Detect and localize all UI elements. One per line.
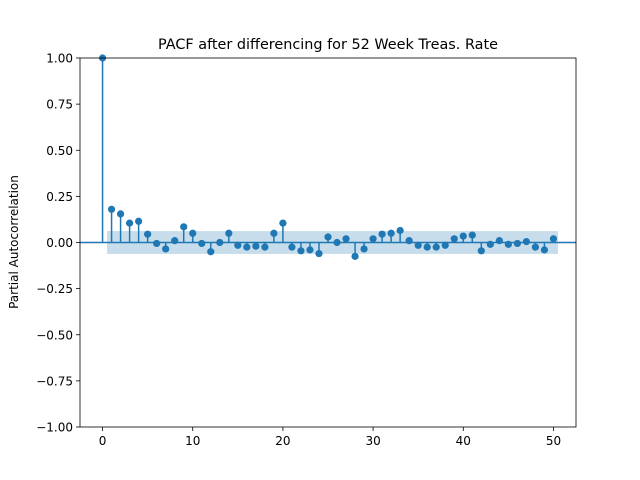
y-tick-label: 1.00 — [46, 52, 73, 66]
data-point — [306, 246, 314, 254]
data-point — [360, 245, 368, 253]
x-tick-label: 40 — [456, 434, 471, 448]
data-point — [107, 205, 116, 213]
data-point — [495, 237, 503, 245]
y-tick-label: −0.50 — [36, 328, 73, 342]
chart-title: PACF after differencing for 52 Week Trea… — [158, 37, 498, 53]
data-point — [324, 233, 332, 241]
data-point — [162, 245, 170, 253]
data-point — [549, 235, 558, 243]
data-point — [450, 235, 458, 243]
data-point — [234, 241, 242, 249]
y-tick-label: −0.25 — [36, 282, 73, 296]
data-point — [135, 217, 143, 225]
data-point — [405, 237, 413, 245]
data-point — [351, 252, 359, 260]
data-point — [513, 239, 521, 248]
data-point — [342, 235, 350, 243]
data-point — [459, 232, 467, 240]
data-point — [225, 229, 233, 237]
data-point — [116, 210, 125, 218]
data-point — [387, 229, 395, 237]
x-tick-label: 0 — [99, 434, 107, 448]
data-point — [477, 247, 485, 255]
data-point — [144, 230, 152, 238]
data-point — [396, 226, 404, 235]
data-point — [153, 239, 161, 248]
data-point — [468, 231, 476, 239]
data-point — [423, 243, 431, 251]
y-tick-label: −0.75 — [36, 374, 73, 388]
data-point — [243, 243, 251, 251]
data-point — [207, 248, 215, 256]
x-tick-label: 20 — [275, 434, 290, 448]
x-tick-label: 10 — [185, 434, 200, 448]
data-point — [531, 243, 540, 251]
data-point — [216, 238, 224, 247]
data-point — [297, 247, 305, 255]
data-point — [270, 229, 278, 237]
data-point — [288, 243, 296, 251]
data-point — [315, 249, 323, 258]
plot-area — [80, 54, 576, 260]
y-tick-label: 0.50 — [46, 144, 73, 158]
data-point — [261, 243, 269, 251]
data-point — [189, 229, 197, 237]
data-point — [522, 237, 531, 246]
y-axis-label: Partial Autocorrelation — [7, 175, 21, 309]
data-point — [378, 230, 386, 238]
data-point — [333, 238, 341, 247]
data-point — [414, 241, 422, 249]
y-tick-label: −1.00 — [36, 421, 73, 435]
data-point — [486, 240, 494, 248]
data-point — [126, 219, 134, 227]
data-point — [198, 239, 206, 248]
data-point — [540, 246, 549, 254]
data-point — [171, 237, 179, 245]
data-point — [441, 241, 449, 249]
y-tick-label: 0.00 — [46, 236, 73, 250]
data-point — [279, 219, 287, 227]
data-point — [252, 242, 260, 250]
x-tick-label: 50 — [546, 434, 561, 448]
data-point — [369, 235, 377, 243]
x-tick-label: 30 — [365, 434, 380, 448]
axis-ticks: 0 10 20 30 40 50 −1.00 −0.75 −0.50 −0.25 0.00 0.25 0… — [36, 52, 561, 449]
y-tick-label: 0.75 — [46, 98, 73, 112]
y-tick-label: 0.25 — [46, 190, 73, 204]
data-point — [432, 243, 440, 251]
data-point — [504, 240, 512, 248]
data-point — [180, 223, 188, 231]
